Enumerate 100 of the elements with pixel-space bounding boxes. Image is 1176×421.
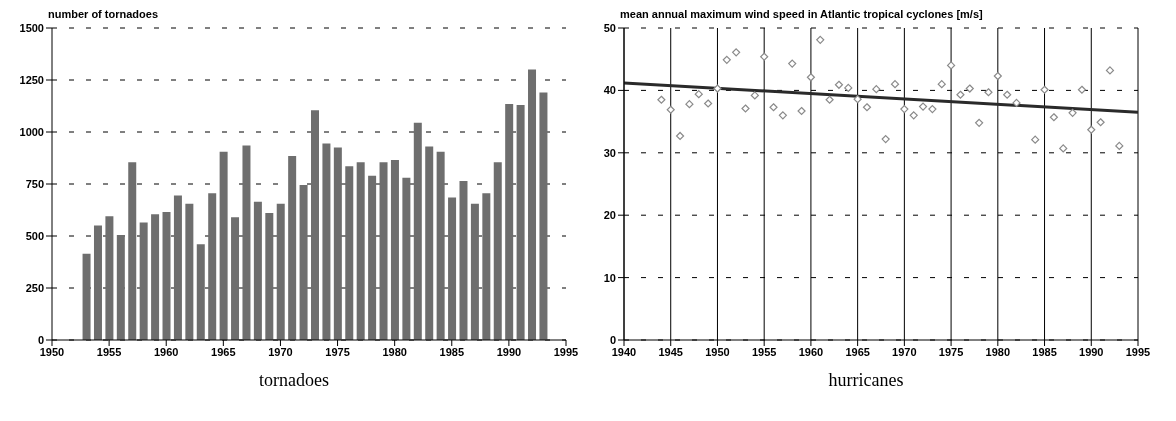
x-tick-label: 1995	[553, 345, 579, 358]
bar	[459, 180, 468, 340]
y-tick-label: 0	[37, 333, 44, 346]
point	[1096, 118, 1105, 127]
text: tornadoes	[258, 370, 330, 391]
bar	[116, 234, 125, 340]
point	[872, 85, 881, 94]
bar	[539, 92, 548, 340]
bar	[516, 104, 525, 340]
x-tick-label: 1940	[611, 345, 637, 358]
x-tick-label: 1965	[211, 345, 236, 358]
point	[1105, 66, 1115, 75]
point	[937, 80, 946, 89]
point	[946, 61, 956, 70]
point	[825, 95, 834, 104]
x-tick-label: 1980	[382, 345, 407, 358]
point	[694, 90, 703, 99]
point	[732, 48, 741, 57]
y-tick-label: 20	[603, 209, 616, 222]
point	[1087, 125, 1096, 134]
point	[909, 111, 918, 120]
point	[722, 55, 731, 64]
x-tick-label: 1995	[1125, 345, 1151, 358]
point	[685, 100, 694, 109]
point	[675, 131, 685, 141]
bar	[128, 162, 137, 340]
bar	[493, 162, 502, 340]
bar	[311, 110, 319, 340]
point	[806, 73, 816, 82]
y-tick-label: 1250	[19, 73, 44, 86]
bar	[299, 185, 308, 340]
point	[1115, 141, 1124, 151]
x-tick-label: 1965	[845, 345, 870, 358]
y-tick-label: 30	[603, 146, 616, 159]
x-tick-label: 1990	[1079, 345, 1104, 358]
bar	[470, 203, 479, 340]
x-tick-label: 1985	[1032, 345, 1057, 358]
point	[956, 90, 965, 99]
point	[788, 59, 797, 68]
point	[844, 83, 853, 92]
y-tick-label: 40	[603, 84, 616, 97]
bar	[82, 253, 91, 340]
bar	[196, 244, 205, 340]
bar	[402, 177, 411, 340]
point	[1049, 113, 1058, 122]
bar	[173, 195, 182, 340]
bar	[93, 225, 102, 340]
y-tick-label: 750	[25, 177, 44, 190]
point	[741, 104, 750, 113]
x-tick-label: 1970	[892, 345, 917, 358]
y-tick-label: 500	[25, 229, 44, 242]
point	[713, 84, 722, 93]
bar	[368, 175, 377, 340]
bar	[288, 155, 297, 340]
bar	[390, 160, 399, 340]
bar	[208, 193, 217, 340]
bar	[345, 166, 354, 340]
bar	[139, 222, 148, 340]
point	[862, 103, 872, 112]
y-tick-label: 0	[609, 333, 616, 346]
point	[778, 111, 787, 120]
point	[750, 91, 759, 100]
y-tick-label: 10	[603, 271, 616, 284]
point	[918, 102, 928, 111]
point	[928, 105, 937, 114]
chart-title: mean annual maximum wind speed in Atlantic tropical cyclones [m/s]	[619, 8, 984, 22]
bar	[379, 162, 388, 340]
x-tick-label: 1960	[153, 345, 179, 358]
x-tick-label: 1955	[96, 345, 122, 358]
bar	[105, 216, 114, 340]
point	[853, 95, 862, 104]
point	[760, 52, 769, 61]
y-tick-label: 1000	[19, 125, 44, 138]
y-tick-label: 1500	[19, 21, 44, 34]
point	[834, 80, 844, 89]
point	[1040, 85, 1049, 94]
point	[900, 105, 909, 114]
point	[890, 80, 900, 89]
point	[975, 118, 984, 127]
bar	[436, 151, 445, 340]
point	[984, 88, 993, 97]
bar	[505, 103, 514, 340]
point	[666, 105, 675, 114]
point	[1012, 98, 1021, 107]
x-tick-label: 1955	[751, 345, 777, 358]
x-tick-label: 1950	[705, 345, 730, 358]
point	[993, 71, 1002, 81]
y-tick-label: 50	[603, 21, 616, 34]
point	[704, 99, 713, 108]
bar	[219, 151, 228, 340]
x-tick-label: 1980	[985, 345, 1011, 358]
point	[816, 35, 825, 44]
y-tick-label: 250	[25, 281, 44, 294]
x-tick-label: 1975	[938, 345, 964, 358]
bar	[151, 214, 160, 340]
bar	[265, 213, 274, 340]
point	[1003, 90, 1012, 99]
bar	[253, 201, 262, 340]
bar	[162, 212, 171, 340]
x-tick-label: 1950	[39, 345, 65, 358]
